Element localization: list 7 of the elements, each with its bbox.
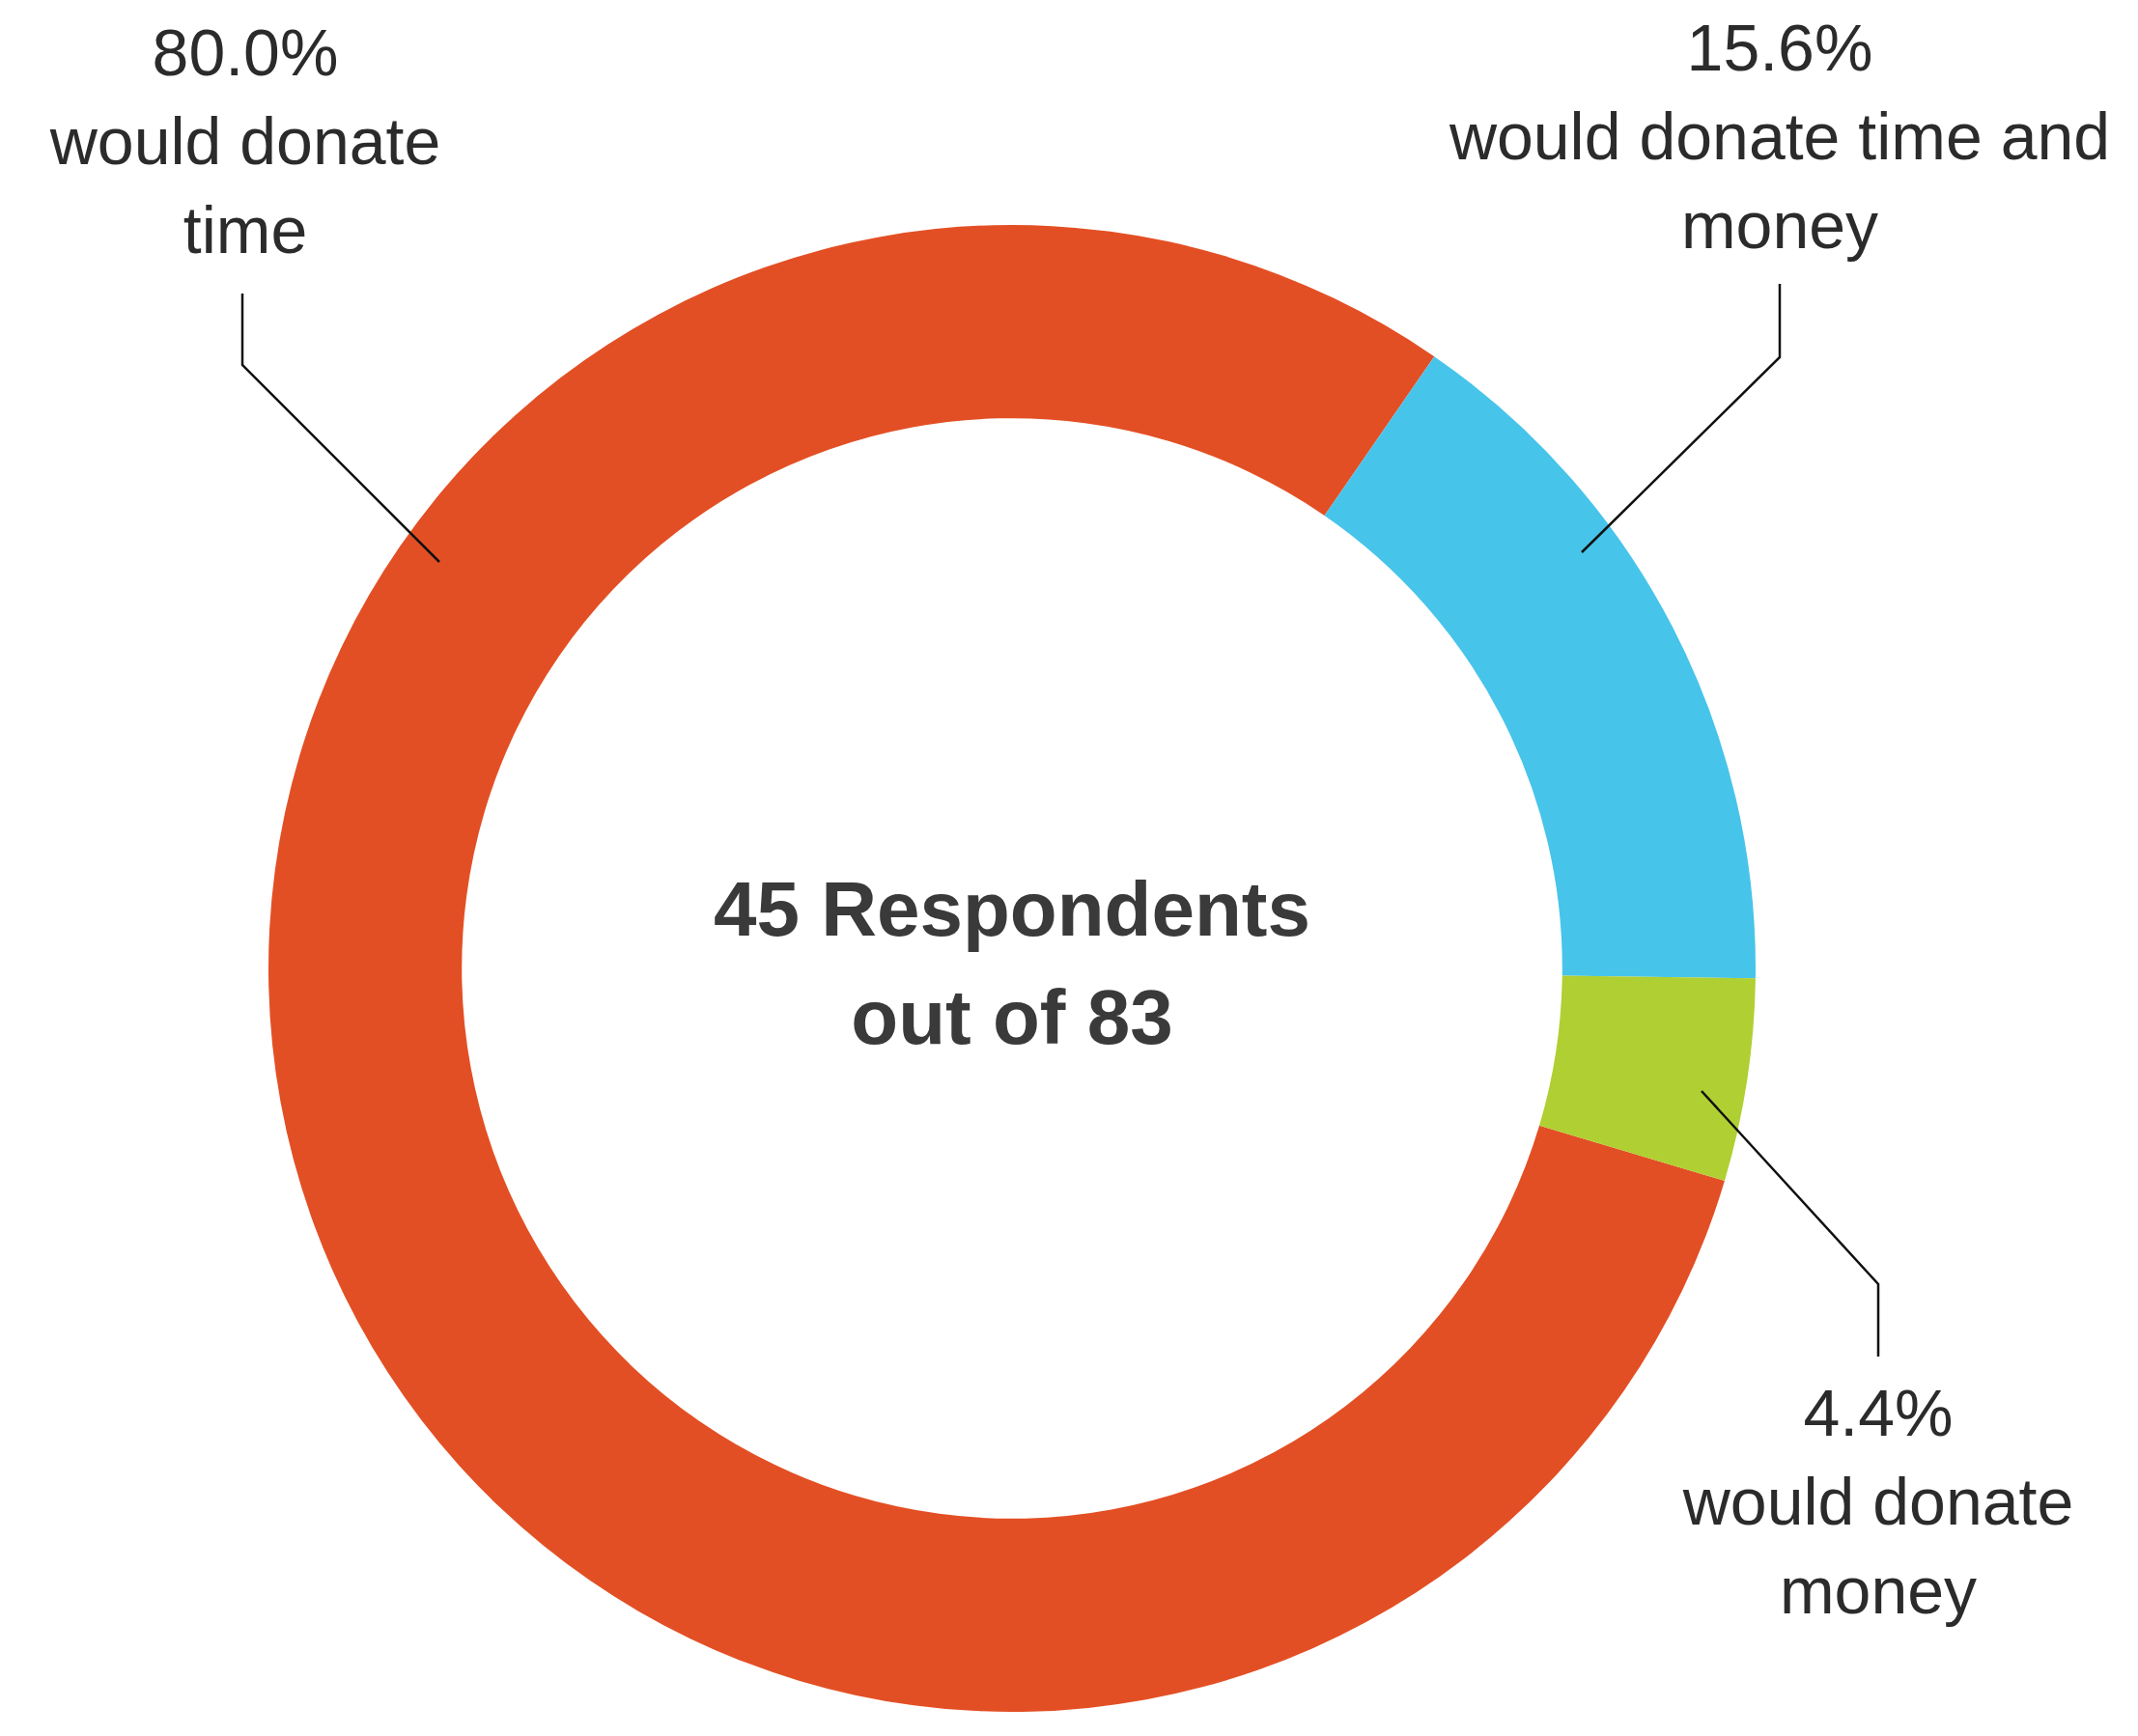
slice-label: would donate time: [48, 103, 441, 266]
data-label: 4.4%: [1803, 1375, 1954, 1449]
slice-label: would donate money: [1681, 1464, 2074, 1627]
slice-label: would donate time and money: [1448, 98, 2111, 262]
text: 45 Respondents out of 83: [714, 866, 1310, 1061]
data-label: 80.0%: [152, 14, 339, 89]
data-label: 15.6%: [1686, 10, 1873, 84]
